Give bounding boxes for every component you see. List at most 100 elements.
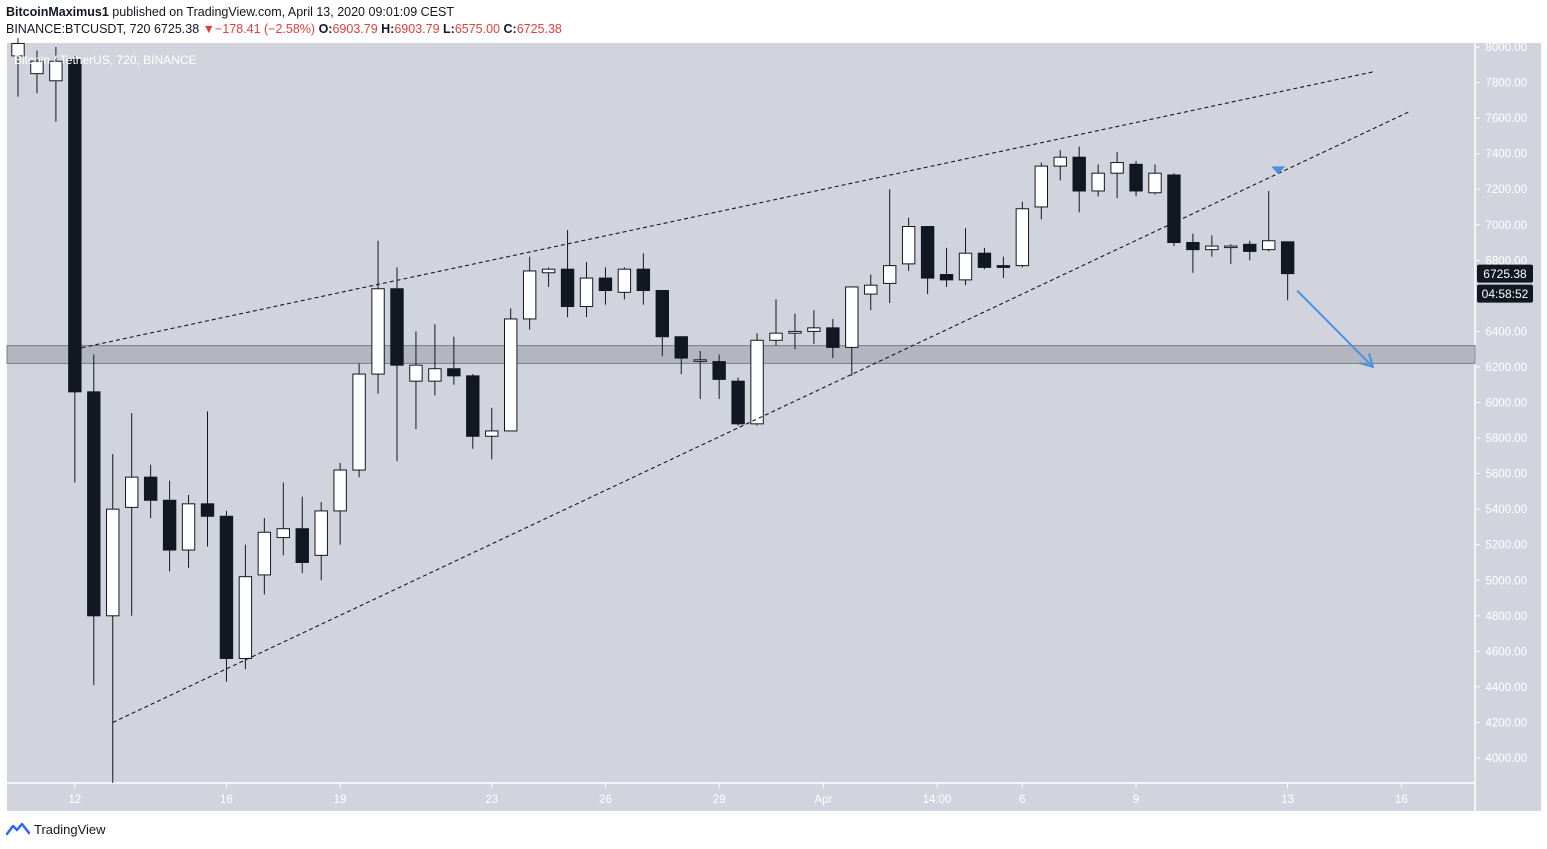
y-tick-label: 7400.00: [1485, 149, 1527, 161]
bear-candle: [1072, 156, 1086, 192]
x-tick-label: Apr: [814, 794, 832, 806]
bull-candle: [617, 268, 632, 293]
bear-candle: [447, 368, 461, 377]
bear-candle: [1129, 163, 1143, 192]
bull-candle: [1224, 245, 1238, 249]
bull-candle: [409, 364, 423, 382]
close-label: C:: [503, 22, 517, 36]
bear-candle: [636, 268, 651, 292]
y-tick-label: 4200.00: [1485, 717, 1527, 729]
x-tick-label: 16: [220, 794, 233, 806]
chart-title: Bitcoin / TetherUS, 720, BINANCE: [14, 53, 197, 67]
tradingview-logo-icon: [6, 822, 30, 836]
low-value: 6575.00: [454, 22, 501, 36]
bull-candle: [428, 368, 442, 382]
bull-candle: [693, 359, 707, 362]
bull-candle: [1091, 172, 1105, 192]
y-tick-label: 4000.00: [1485, 753, 1527, 765]
forecast-arrow-head-icon: [1359, 353, 1375, 369]
bull-candle: [276, 528, 291, 539]
price-change: −178.41 (−2.58%): [215, 22, 316, 36]
publish-header: BitcoinMaximus1 published on TradingView…: [6, 5, 454, 19]
bear-candle: [200, 503, 215, 517]
bull-candle: [864, 284, 878, 295]
countdown-tag: [1477, 284, 1533, 303]
open-label: O:: [318, 22, 333, 36]
bull-candle: [1148, 172, 1162, 194]
wedge-trendline: [74, 71, 1374, 350]
y-tick-label: 7800.00: [1485, 78, 1527, 90]
forecast-arrow: [1296, 289, 1374, 368]
author-name[interactable]: BitcoinMaximus1: [6, 5, 109, 19]
bull-candle: [1034, 165, 1048, 208]
bull-candle: [541, 268, 556, 274]
x-tick-label: 26: [599, 794, 612, 806]
bull-candle: [238, 576, 253, 659]
bear-candle: [939, 274, 954, 281]
bear-candle: [1280, 241, 1295, 275]
bear-candle: [143, 476, 158, 501]
bull-candle: [807, 327, 821, 332]
bear-candle: [1243, 243, 1257, 252]
high-value: 6903.79: [394, 22, 440, 36]
y-tick-label: 6800.00: [1485, 255, 1527, 267]
y-tick-label: 7200.00: [1485, 184, 1527, 196]
publish-info: published on TradingView.com, April 13, …: [112, 5, 454, 19]
y-tick-label: 5400.00: [1485, 504, 1527, 516]
bear-candle: [295, 528, 309, 563]
close-value: 6725.38: [516, 22, 562, 36]
bull-candle: [883, 265, 897, 284]
footer-brand-label: TradingView: [34, 821, 106, 837]
bull-candle: [352, 373, 366, 471]
symbol-label: BINANCE:BTCUSDT, 720: [6, 22, 151, 36]
bull-candle: [1015, 208, 1030, 267]
bull-candle: [958, 252, 973, 281]
countdown-tag-label: 04:58:52: [1482, 287, 1529, 301]
last-price-tag-label: 6725.38: [1483, 267, 1527, 281]
bear-candle: [977, 252, 992, 268]
bear-candle: [1167, 174, 1181, 244]
x-tick-label: 6: [1019, 794, 1025, 806]
bull-candle: [11, 42, 25, 57]
x-tick-label: 13: [1281, 794, 1294, 806]
bear-candle: [1186, 242, 1200, 251]
last-price-tag: [1477, 264, 1533, 283]
bull-candle: [522, 270, 537, 320]
footer-brand[interactable]: TradingView: [6, 821, 106, 837]
bear-candle: [87, 391, 101, 617]
bear-candle: [162, 499, 177, 551]
wedge-trendline: [112, 110, 1412, 723]
y-tick-label: 5600.00: [1485, 469, 1527, 481]
bull-candle: [1053, 156, 1067, 167]
y-tick-label: 5800.00: [1485, 433, 1527, 445]
bear-candle: [219, 515, 234, 659]
low-label: L:: [443, 22, 455, 36]
x-tick-label: 16: [1395, 794, 1408, 806]
bull-candle: [125, 476, 139, 508]
y-tick-label: 5000.00: [1485, 575, 1527, 587]
bull-candle: [49, 60, 63, 82]
bull-candle: [579, 277, 594, 308]
y-tick-label: 6000.00: [1485, 398, 1527, 410]
bull-candle: [504, 318, 518, 432]
bear-candle: [68, 58, 82, 393]
sell-signal-marker-icon: [1271, 166, 1286, 175]
y-tick-label: 6200.00: [1485, 362, 1527, 374]
bull-candle: [257, 531, 272, 576]
bull-candle: [901, 226, 916, 265]
bull-candle: [485, 430, 499, 437]
bull-candle: [314, 510, 328, 556]
x-tick-label: 23: [485, 794, 498, 806]
ohlc-header: BINANCE:BTCUSDT, 720 6725.38 ▼−178.41 (−…: [6, 22, 562, 36]
y-tick-label: 8000.00: [1485, 42, 1527, 54]
bull-candle: [333, 469, 347, 512]
bull-candle: [788, 330, 802, 334]
bear-candle: [560, 268, 575, 308]
change-arrow-icon: ▼: [202, 22, 216, 36]
last-price: 6725.38: [153, 22, 200, 36]
price-axis-background: [1475, 43, 1541, 811]
bear-candle: [996, 265, 1011, 268]
x-tick-label: 14:00: [923, 794, 952, 806]
y-tick-label: 6400.00: [1485, 326, 1527, 338]
